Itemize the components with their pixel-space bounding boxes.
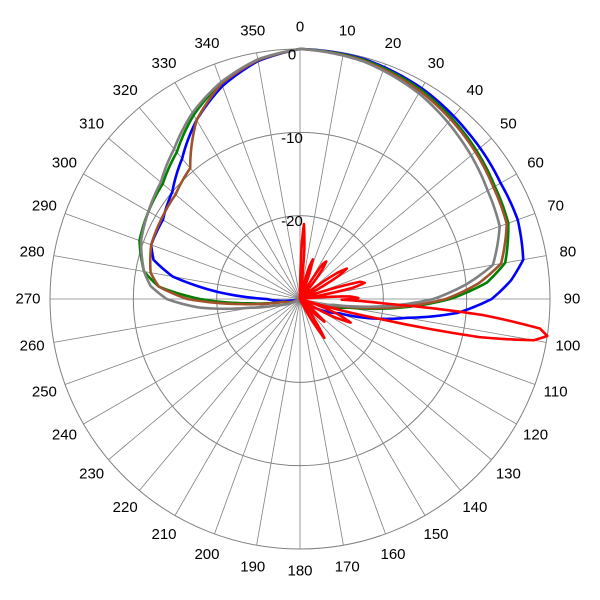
angle-tick-label-290: 290	[32, 197, 57, 214]
angle-tick-label-60: 60	[527, 155, 544, 172]
angle-tick-label-140: 140	[462, 499, 487, 516]
spoke-240	[83, 298, 301, 425]
angle-tick-label-260: 260	[20, 338, 45, 355]
angle-tick-label-0: 0	[296, 19, 304, 36]
angle-tick-label-270: 270	[15, 291, 40, 308]
angle-tick-label-170: 170	[335, 558, 360, 575]
radial-tick-label-1: -10	[281, 130, 303, 147]
angle-tick-label-120: 120	[523, 427, 548, 444]
spoke-340	[214, 63, 301, 300]
series-line-1	[138, 47, 510, 311]
angle-tick-label-250: 250	[32, 384, 57, 401]
spoke-330	[174, 82, 301, 300]
spoke-20	[299, 63, 386, 300]
angle-tick-label-80: 80	[560, 243, 577, 260]
spoke-230	[108, 298, 301, 461]
radial-tick-label-2: -20	[281, 213, 303, 230]
spoke-190	[256, 298, 301, 546]
angle-tick-label-20: 20	[385, 35, 402, 52]
series-layer	[138, 47, 549, 342]
spoke-50	[299, 137, 492, 300]
angle-tick-label-190: 190	[240, 558, 265, 575]
spoke-320	[138, 107, 301, 300]
spoke-40	[299, 107, 462, 300]
angle-tick-label-90: 90	[564, 291, 581, 308]
angle-tick-label-40: 40	[466, 82, 483, 99]
angle-tick-label-130: 130	[496, 465, 521, 482]
polar-grid	[49, 48, 551, 550]
spoke-350	[256, 52, 301, 300]
spoke-70	[299, 213, 536, 300]
angle-tick-label-110: 110	[544, 384, 568, 401]
spoke-290	[64, 213, 301, 300]
angle-tick-label-230: 230	[79, 465, 104, 482]
angle-tick-label-300: 300	[52, 155, 77, 172]
angle-tick-label-350: 350	[240, 23, 265, 40]
spoke-210	[174, 298, 301, 516]
angle-tick-label-210: 210	[151, 526, 176, 543]
label-layer: 0 10 20 30 40 50 60 70 80 90 100 110 120 130 140 150 160…	[15, 19, 580, 580]
angle-tick-label-50: 50	[500, 116, 517, 133]
spoke-300	[83, 173, 301, 300]
angle-tick-label-160: 160	[381, 546, 406, 563]
radial-tick-label-0: 0	[288, 47, 296, 64]
spoke-160	[299, 298, 386, 535]
spoke-120	[299, 298, 517, 425]
angle-tick-label-240: 240	[52, 427, 77, 444]
spoke-10	[299, 52, 344, 300]
angle-tick-label-70: 70	[547, 197, 564, 214]
angle-tick-label-150: 150	[423, 526, 448, 543]
spoke-130	[299, 298, 492, 461]
spoke-250	[64, 298, 301, 385]
series-line-4	[298, 222, 549, 342]
spoke-220	[138, 298, 301, 491]
series-line-3	[139, 47, 501, 311]
angle-tick-label-30: 30	[428, 55, 445, 72]
angle-tick-label-280: 280	[20, 243, 45, 260]
spoke-140	[299, 298, 462, 491]
angle-tick-label-320: 320	[113, 82, 138, 99]
spoke-30	[299, 82, 426, 300]
angle-tick-label-10: 10	[339, 23, 356, 40]
angle-tick-label-310: 310	[79, 116, 104, 133]
angle-tick-label-200: 200	[194, 546, 219, 563]
spoke-200	[214, 298, 301, 535]
angle-tick-label-340: 340	[194, 35, 219, 52]
series-line-2	[148, 47, 509, 310]
spoke-170	[299, 298, 344, 546]
angle-tick-label-100: 100	[555, 338, 580, 355]
angle-tick-label-220: 220	[113, 499, 138, 516]
angle-tick-label-180: 180	[287, 563, 312, 580]
angle-tick-label-330: 330	[151, 55, 176, 72]
spoke-310	[108, 137, 301, 300]
